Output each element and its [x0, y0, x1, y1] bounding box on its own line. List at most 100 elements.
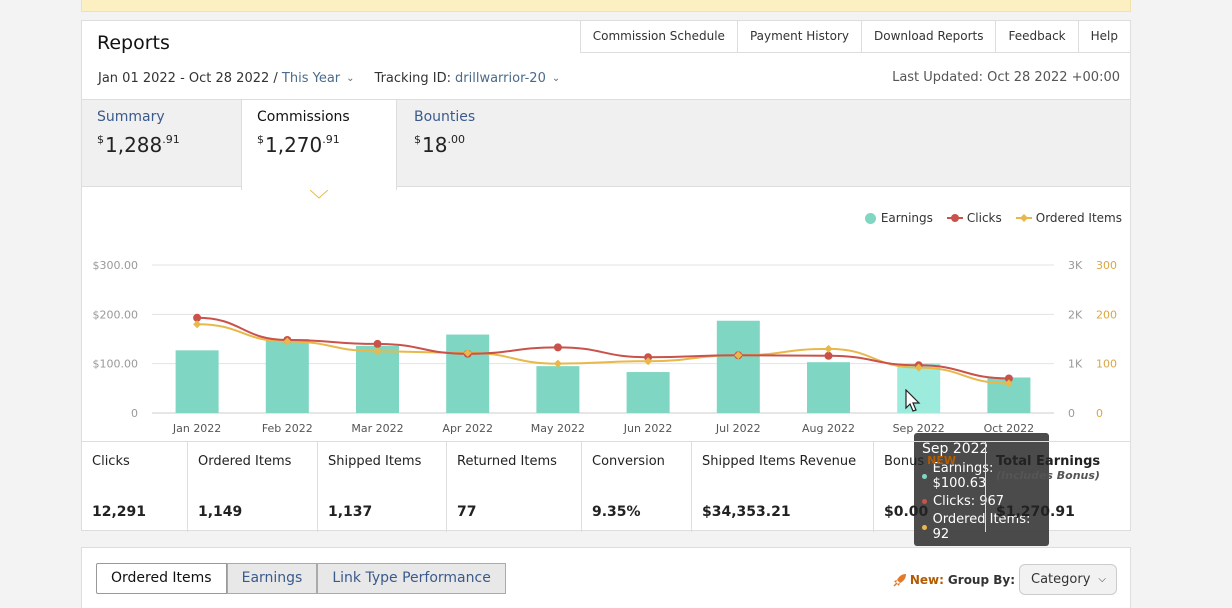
payment-history-link[interactable]: Payment History — [736, 21, 861, 53]
legend-earnings[interactable]: Earnings — [864, 211, 933, 225]
ordered-items-legend-icon — [1015, 214, 1032, 222]
feedback-link[interactable]: Feedback — [995, 21, 1078, 53]
last-updated: Last Updated: Oct 28 2022 +00:00 — [892, 70, 1120, 85]
earnings-bar — [356, 345, 399, 413]
commission-schedule-link[interactable]: Commission Schedule — [579, 21, 737, 53]
x-axis-tick: Oct 2022 — [984, 422, 1035, 435]
report-tables-card: Ordered Items Earnings Link Type Perform… — [81, 547, 1131, 608]
help-link[interactable]: Help — [1077, 21, 1130, 53]
chart-tooltip: Sep 2022 Earnings: $100.63 Clicks: 967 O… — [914, 433, 1049, 546]
group-by-select[interactable]: Category ⌵ — [1019, 564, 1117, 595]
clicks-point — [193, 313, 202, 322]
right-inner-axis-tick: 300 — [1096, 259, 1117, 272]
chevron-down-icon: ⌵ — [1098, 574, 1106, 585]
x-axis-tick: Jul 2022 — [715, 422, 761, 435]
right-outer-axis-tick: 1K — [1068, 358, 1083, 371]
clicks-legend-icon — [946, 214, 963, 222]
tracking-label: Tracking ID: — [374, 71, 452, 86]
page-title: Reports — [97, 32, 170, 54]
new-label: New: — [909, 572, 944, 587]
clicks-point — [553, 343, 562, 352]
x-axis-tick: Mar 2022 — [351, 422, 403, 435]
date-preset-dropdown[interactable]: This Year — [281, 71, 341, 86]
chart-svg: 0 0 0 $100.00 1K 100 $200.00 2K 200 $300.00 3K 300 J… — [93, 259, 1118, 435]
tab-commissions[interactable]: Commissions $1,270.91 — [241, 100, 397, 190]
x-axis-tick: Jun 2022 — [623, 422, 673, 435]
tab-commissions-label: Commissions — [257, 109, 350, 125]
commissions-amount: $1,270.91 — [257, 133, 340, 157]
stat-ordered-items: Ordered Items 1,149 — [188, 442, 318, 532]
group-by-label: Group By: — [947, 572, 1016, 587]
tooltip-earnings: Earnings: $100.63 — [932, 461, 994, 491]
right-outer-axis-tick: 3K — [1068, 259, 1083, 272]
left-axis-tick: 0 — [131, 407, 138, 420]
reports-card: Reports Commission Schedule Payment Hist… — [81, 20, 1131, 546]
x-axis-tick: Sep 2022 — [893, 422, 945, 435]
active-tab-caret-icon — [310, 190, 328, 199]
ordered-items-line — [197, 323, 1009, 385]
earnings-bar — [716, 320, 760, 413]
rocket-icon — [893, 573, 906, 587]
ordered-items-point — [824, 344, 833, 353]
earnings-legend-icon — [864, 212, 876, 224]
earnings-bar — [446, 334, 490, 413]
tracking-id-dropdown[interactable]: drillwarrior-20 — [455, 71, 546, 86]
stat-total-earnings: Total Earnings (Includes Bonus) $1,270.91 — [996, 454, 1101, 520]
right-outer-axis-tick: 0 — [1068, 407, 1075, 420]
right-inner-axis-tick: 100 — [1096, 358, 1117, 371]
stat-returned-items: Returned Items 77 — [447, 442, 582, 532]
chevron-down-icon[interactable]: ⌄ — [346, 73, 355, 84]
notification-banner — [81, 0, 1131, 12]
ordered-items-point — [283, 337, 292, 346]
clicks-point — [824, 351, 833, 360]
tab-earnings[interactable]: Earnings — [226, 563, 318, 594]
date-separator: / — [269, 71, 282, 86]
stat-conversion: Conversion 9.35% — [582, 442, 692, 532]
report-tabs: Ordered Items Earnings Link Type Perform… — [96, 563, 506, 594]
earnings-bar — [626, 372, 670, 413]
stat-shipped-items: Shipped Items 1,137 — [318, 442, 447, 532]
clicks-line — [197, 316, 1009, 380]
x-axis-tick: May 2022 — [531, 422, 585, 435]
right-inner-axis-tick: 0 — [1096, 407, 1103, 420]
tab-summary[interactable]: Summary $1,288.91 — [82, 100, 196, 188]
tooltip-clicks: Clicks: 967 — [933, 494, 1005, 509]
ordered-items-point — [734, 351, 743, 360]
x-axis-tick: Aug 2022 — [802, 422, 855, 435]
left-axis-tick: $300.00 — [93, 259, 139, 272]
earnings-tabs: Summary $1,288.91 Commissions $1,270.91 … — [82, 99, 1130, 190]
earnings-chart: Earnings Clicks Ordered Items 0 0 0 $100.00… — [82, 187, 1130, 546]
new-badge: NEW — [927, 454, 956, 467]
filters-bar: Jan 01 2022 - Oct 28 2022 / This Year ⌄ … — [98, 71, 580, 86]
ordered-items-point — [644, 357, 653, 366]
ordered-items-point — [1004, 379, 1013, 388]
earnings-bar — [175, 350, 219, 413]
tab-link-type-performance[interactable]: Link Type Performance — [317, 563, 506, 594]
bullet-icon — [922, 524, 927, 530]
mouse-cursor-icon — [905, 389, 921, 412]
left-axis-tick: $200.00 — [93, 308, 139, 321]
stat-clicks: Clicks 12,291 — [82, 442, 188, 532]
right-inner-axis-tick: 200 — [1096, 308, 1117, 321]
tooltip-ordered: Ordered Items: 92 — [932, 512, 1031, 542]
download-reports-link[interactable]: Download Reports — [860, 21, 996, 53]
chart-legend: Earnings Clicks Ordered Items — [851, 211, 1122, 225]
legend-ordered-items[interactable]: Ordered Items — [1015, 211, 1122, 225]
bounties-amount: $18.00 — [414, 133, 465, 157]
bullet-icon — [922, 473, 927, 479]
ordered-items-point — [553, 359, 562, 368]
tab-bounties[interactable]: Bounties $18.00 — [399, 100, 490, 188]
earnings-bar — [265, 339, 309, 413]
stat-bonus: Bonus NEW $0.00 — [874, 442, 986, 532]
legend-clicks[interactable]: Clicks — [946, 211, 1002, 225]
earnings-bar — [536, 366, 580, 413]
tab-bounties-label: Bounties — [414, 109, 476, 125]
bullet-icon — [922, 499, 927, 504]
group-by: New: Group By: Category ⌵ — [893, 564, 1117, 595]
summary-amount: $1,288.91 — [97, 133, 180, 157]
clicks-point — [373, 339, 382, 348]
ordered-items-point — [914, 363, 923, 372]
x-axis-tick: Jan 2022 — [172, 422, 221, 435]
chevron-down-icon[interactable]: ⌄ — [551, 73, 561, 84]
tab-ordered-items[interactable]: Ordered Items — [96, 563, 227, 594]
